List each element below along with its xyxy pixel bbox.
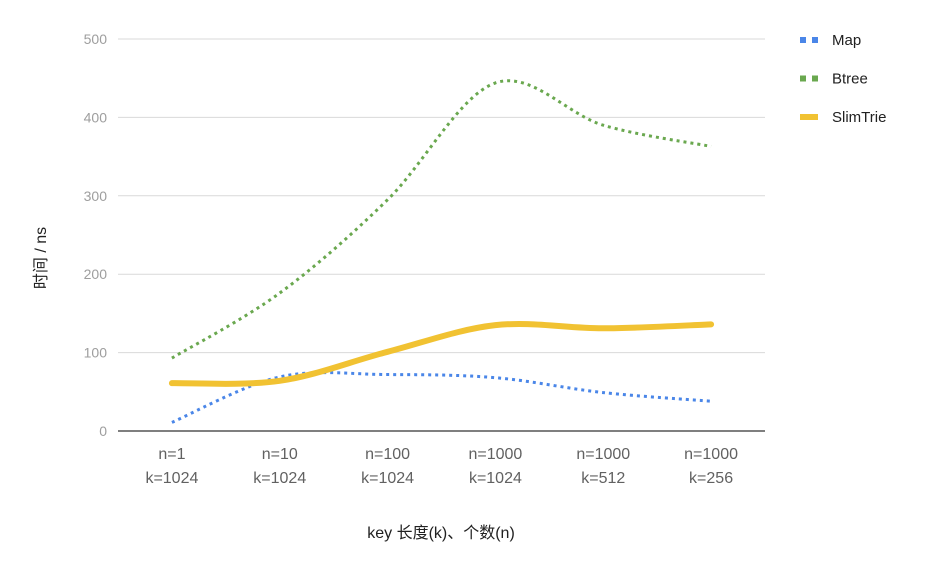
y-tick-label: 400: [84, 109, 108, 125]
y-tick-label: 300: [84, 188, 108, 204]
legend-swatch-slimtrie: [800, 114, 818, 120]
y-axis-ticks: 0 100 200 300 400 500: [84, 31, 108, 439]
legend-label-btree: Btree: [832, 71, 868, 88]
series-line-btree: [171, 79, 712, 360]
x-tick-label: n=100 k=1024: [361, 446, 414, 487]
series-lines: [168, 79, 715, 424]
legend-swatch-btree-2: [812, 75, 818, 82]
y-tick-label: 500: [84, 31, 108, 47]
legend: Map Btree SlimTrie: [800, 32, 886, 126]
x-tick-label: n=1000 k=256: [684, 446, 738, 487]
x-axis-ticks: n=1 k=1024 n=10 k=1024 n=100 k=1024 n=1000 k=10…: [145, 446, 738, 487]
legend-swatch-btree: [800, 75, 806, 82]
y-tick-label: 100: [84, 345, 108, 361]
series-line-map: [171, 371, 712, 424]
x-tick-label: n=1 k=1024: [145, 446, 198, 487]
legend-swatch-map: [800, 37, 806, 43]
series-line-slimtrie: [168, 321, 715, 387]
x-tick-label: n=1000 k=512: [576, 446, 630, 487]
gridlines: [118, 38, 765, 354]
x-tick-label: n=10 k=1024: [253, 446, 306, 487]
legend-label-slimtrie: SlimTrie: [832, 109, 886, 126]
legend-label-map: Map: [832, 32, 861, 49]
x-tick-label: n=1000 k=1024: [468, 446, 522, 487]
x-axis-title: key 长度(k)、个数(n): [367, 524, 515, 542]
y-tick-label: 200: [84, 266, 108, 282]
y-axis-title: 时间 / ns: [32, 227, 50, 289]
legend-swatch-map-2: [812, 37, 818, 43]
y-tick-label: 0: [99, 423, 107, 439]
